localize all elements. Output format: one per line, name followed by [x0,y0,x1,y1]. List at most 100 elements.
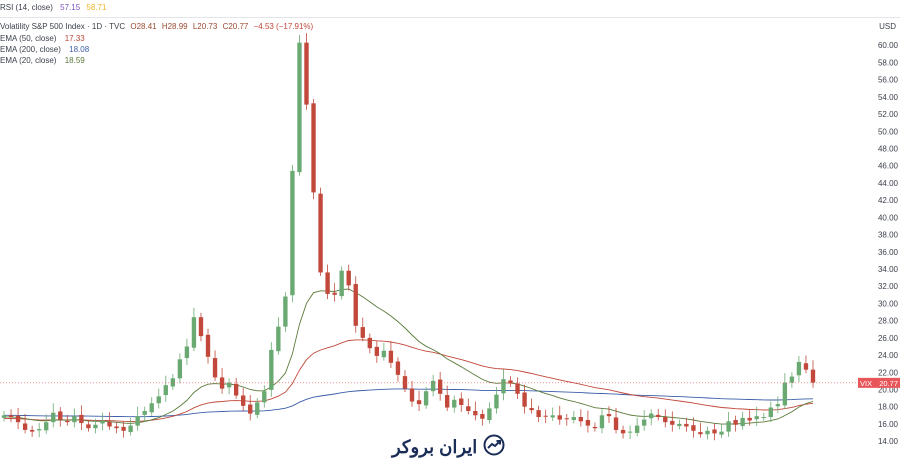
candle [684,423,689,427]
candle [606,414,612,417]
y-tick-label: 24.00 [878,351,899,360]
y-tick-label: 34.00 [878,265,899,274]
candle [262,391,267,403]
candle [283,296,288,327]
candle [691,425,696,431]
candle [22,423,28,430]
candle [698,432,703,435]
candle [318,193,323,273]
candle [543,415,548,417]
rsi-legend[interactable]: RSI (14, close) 57.15 58.71 [0,3,106,12]
candle [789,376,795,383]
indicator-label: EMA (200, close) [0,45,61,54]
candle [754,416,759,420]
candle [1,415,7,418]
candle [677,423,682,427]
candle [248,404,253,414]
candle [627,431,633,433]
candle [768,407,773,418]
y-tick-label: 50.00 [878,127,899,136]
candle [226,382,232,388]
candle [740,417,745,427]
candle [726,421,731,432]
candle [416,400,422,405]
candle [466,406,471,411]
candle [592,426,598,429]
rsi-value-1: 57.15 [60,3,81,12]
currency-label: USD [879,22,896,31]
y-tick-label: 26.00 [878,334,899,343]
indicator-label: EMA (50, close) [0,34,57,43]
y-tick-label: 22.00 [878,368,899,377]
candle [578,417,584,422]
candle [501,379,506,394]
price-change: −4.53 (−17.91%) [253,22,314,31]
candle [93,424,98,429]
candle [65,420,70,423]
indicator-label: EMA (20, close) [0,56,57,65]
candle [508,380,513,384]
candle [142,410,147,415]
candle [360,327,365,338]
y-tick-label: 42.00 [878,196,899,205]
candle [339,270,344,297]
y-tick-label: 30.00 [878,299,899,308]
y-tick-label: 48.00 [878,144,899,153]
rsi-label: RSI (14, close) [0,3,53,12]
candle [494,394,499,409]
price-axis: 14.00 16.00 18.00 20.00 22.00 24.00 26.00 28.00… [878,41,899,446]
candle [670,420,675,425]
candle [198,317,204,337]
candle [803,363,809,370]
candle [79,414,84,424]
candle [782,382,788,406]
indicator-ema50[interactable]: EMA (50, close) 17.33 [0,34,88,43]
y-tick-label: 60.00 [878,41,899,50]
candle [100,420,105,424]
candle [747,417,752,421]
candle [212,358,218,378]
symbol-header[interactable]: Volatility S&P 500 Index · 1D · TVC O28.… [0,22,316,31]
candle [402,376,408,389]
candle [135,416,140,426]
indicator-ema20[interactable]: EMA (20, close) 18.59 [0,56,88,65]
candle [536,410,541,418]
candle [29,429,35,432]
candle [550,415,555,418]
candle [86,424,91,429]
ohlc-high: H28.99 [161,22,188,31]
candle [571,417,576,421]
y-tick-label: 56.00 [878,76,899,85]
candle [44,422,49,431]
candle [585,420,591,426]
candle [297,42,302,173]
candle [395,361,401,375]
candle [423,391,429,406]
candle [452,399,457,408]
ema20-line [4,288,814,425]
candle [522,392,527,407]
candle [276,326,281,352]
candle [761,417,766,419]
y-tick-label: 14.00 [878,437,899,446]
candle [205,334,211,357]
ohlc-open: O28.41 [130,22,157,31]
y-tick-label: 16.00 [878,420,899,429]
candle [233,383,239,396]
candles [1,33,816,441]
ohlc-close: C20.77 [222,22,249,31]
y-tick-label: 58.00 [878,58,899,67]
candle [705,430,710,435]
candle [613,417,619,430]
y-tick-label: 18.00 [878,403,899,412]
candle [712,429,717,434]
candle [557,415,562,420]
candle [332,292,337,295]
y-tick-label: 32.00 [878,282,899,291]
indicator-ema200[interactable]: EMA (200, close) 18.08 [0,45,92,54]
candle [430,380,436,392]
logo-text: ایران بروکر [392,436,478,457]
last-price-badge: VIX 20.77 [0,377,900,388]
